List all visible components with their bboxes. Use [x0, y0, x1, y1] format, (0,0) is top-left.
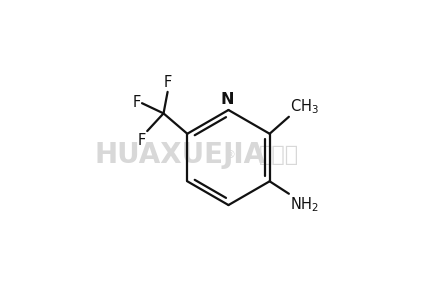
Text: HUAXUEJIA: HUAXUEJIA [94, 141, 265, 169]
Text: F: F [133, 95, 141, 110]
Text: 化学加: 化学加 [259, 145, 299, 165]
Text: F: F [138, 133, 146, 148]
Text: CH$_3$: CH$_3$ [290, 97, 319, 116]
Text: N: N [220, 92, 234, 107]
Text: F: F [164, 75, 172, 90]
Text: ®: ® [224, 150, 235, 160]
Text: NH$_2$: NH$_2$ [290, 196, 319, 214]
